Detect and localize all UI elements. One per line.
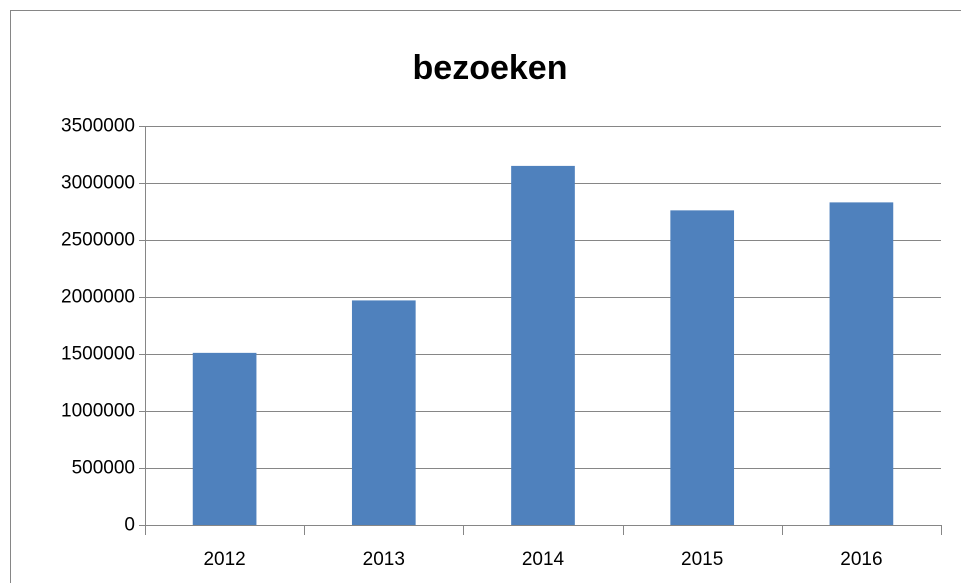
y-tick-label: 3000000	[61, 173, 135, 194]
bar	[670, 210, 735, 526]
x-tick-label: 2016	[840, 549, 882, 570]
bar	[351, 300, 416, 525]
bar	[511, 165, 575, 525]
chart-title: bezoeken	[413, 49, 568, 87]
y-tick-label: 3500000	[61, 116, 135, 137]
y-tick-label: 0	[124, 515, 135, 536]
y-tick-label: 1000000	[61, 401, 135, 422]
x-tick-label: 2013	[363, 549, 405, 570]
chart-frame	[10, 10, 961, 583]
x-tick-label: 2014	[522, 549, 565, 570]
y-tick-label: 2000000	[61, 287, 135, 308]
y-tick-label: 500000	[72, 458, 135, 479]
bar	[829, 202, 894, 525]
y-tick-label: 2500000	[61, 230, 135, 251]
x-tick-label: 2012	[203, 549, 245, 570]
y-tick-label: 1500000	[61, 344, 135, 365]
bar	[192, 352, 257, 525]
x-tick-label: 2015	[681, 549, 723, 570]
